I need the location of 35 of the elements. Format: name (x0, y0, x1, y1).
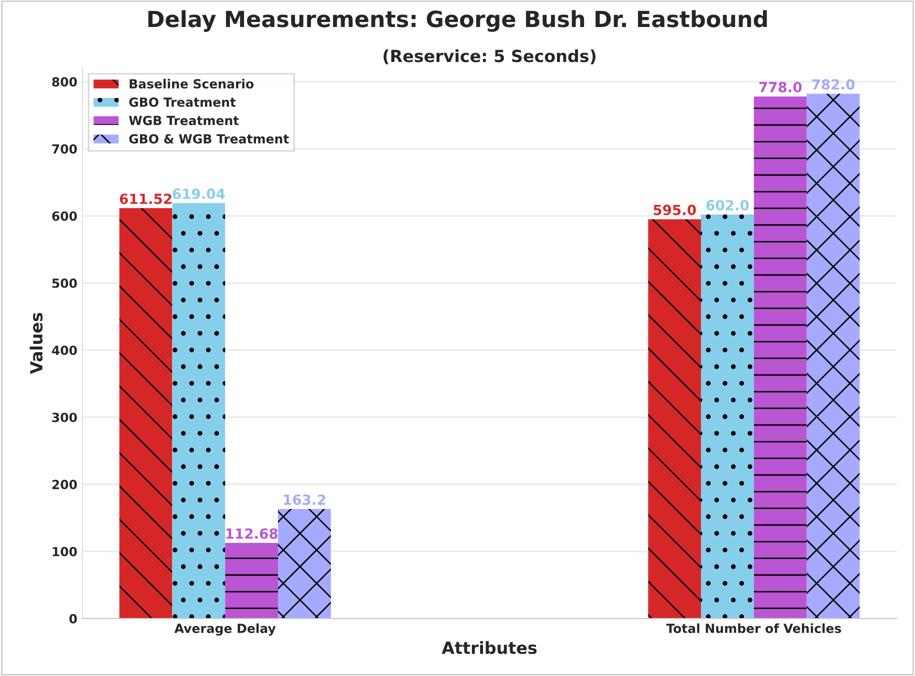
y-tick-label: 0 (69, 614, 77, 624)
bar (701, 214, 754, 619)
y-tick-label: 400 (52, 346, 77, 356)
chart-title: Delay Measurements: George Bush Dr. Eastbound (148, 10, 767, 32)
x-tick-label: Average Delay (174, 623, 276, 636)
y-tick-label: 800 (52, 77, 77, 87)
data-label: 595.0 (654, 204, 696, 216)
y-axis-title: Values (30, 312, 43, 374)
y-tick-label: 300 (52, 412, 77, 422)
y-tick-label: 200 (52, 480, 77, 490)
data-label: 163.2 (284, 494, 326, 505)
data-label: 782.0 (812, 79, 855, 90)
y-tick-label: 100 (52, 546, 77, 556)
x-tick-label: Total Number of Vehicles (666, 623, 842, 634)
bar (172, 203, 226, 619)
bar (119, 208, 172, 619)
data-label: 611.52 (120, 194, 172, 204)
y-tick-label: 500 (52, 278, 77, 288)
legend-label: GBO Treatment (129, 97, 236, 107)
data-label: 778.0 (759, 82, 802, 92)
bar (648, 219, 702, 619)
bar (225, 542, 278, 619)
bar (754, 96, 807, 619)
data-label: 619.04 (172, 188, 225, 200)
legend-label: WGB Treatment (128, 116, 239, 126)
y-tick-label: 700 (52, 144, 77, 154)
y-tick-label: 600 (52, 211, 77, 221)
legend-label: Baseline Scenario (130, 78, 254, 89)
legend-label: GBO & WGB Treatment (129, 134, 289, 144)
bar (806, 94, 860, 619)
data-label: 602.0 (706, 200, 749, 210)
chart-subtitle: (Reservice: 5 Seconds) (384, 49, 596, 64)
bar (278, 509, 331, 619)
x-axis-title: Attributes (442, 641, 537, 654)
data-label: 112.68 (226, 528, 278, 539)
